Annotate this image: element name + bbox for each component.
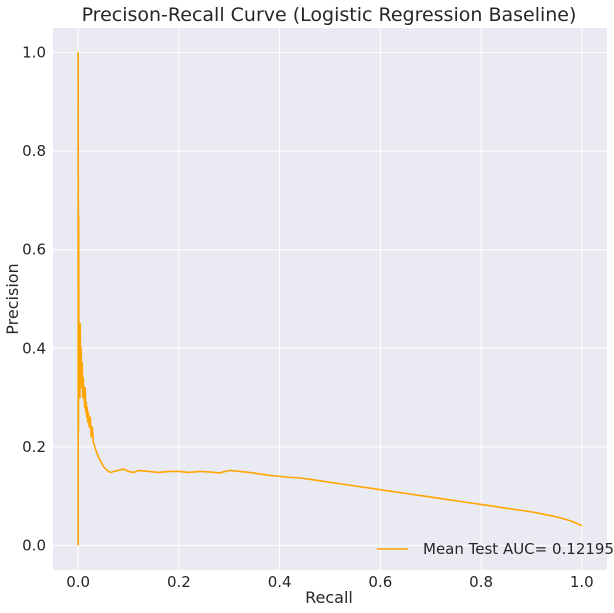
y-tick-label: 0.0: [22, 536, 46, 554]
x-tick-labels: 0.0 0.2 0.4 0.6 0.8 1.0: [66, 573, 593, 591]
legend-entry-label: Mean Test AUC= 0.12195: [423, 540, 614, 558]
y-tick-label: 1.0: [22, 44, 46, 62]
y-tick-labels: 0.0 0.2 0.4 0.6 0.8 1.0: [22, 44, 46, 555]
y-tick-label: 0.8: [22, 142, 46, 160]
x-tick-label: 0.4: [268, 573, 292, 591]
series-lines: [77, 51, 583, 546]
legend: Mean Test AUC= 0.12195: [377, 540, 614, 558]
plot-background: [53, 28, 607, 570]
x-tick-label: 1.0: [570, 573, 594, 591]
x-axis-label: Recall: [305, 588, 353, 607]
y-gridlines: [53, 52, 607, 546]
chart-title: Precison-Recall Curve (Logistic Regressi…: [82, 4, 577, 26]
x-tick-label: 0.6: [368, 573, 392, 591]
x-tick-label: 0.0: [66, 573, 90, 591]
x-tick-label: 0.8: [469, 573, 493, 591]
y-axis-label: Precision: [3, 263, 22, 334]
y-tick-label: 0.4: [22, 339, 46, 357]
y-tick-label: 0.2: [22, 438, 46, 456]
series-line-mean-test-auc: [77, 51, 583, 546]
y-tick-label: 0.6: [22, 241, 46, 259]
x-tick-label: 0.2: [167, 573, 191, 591]
